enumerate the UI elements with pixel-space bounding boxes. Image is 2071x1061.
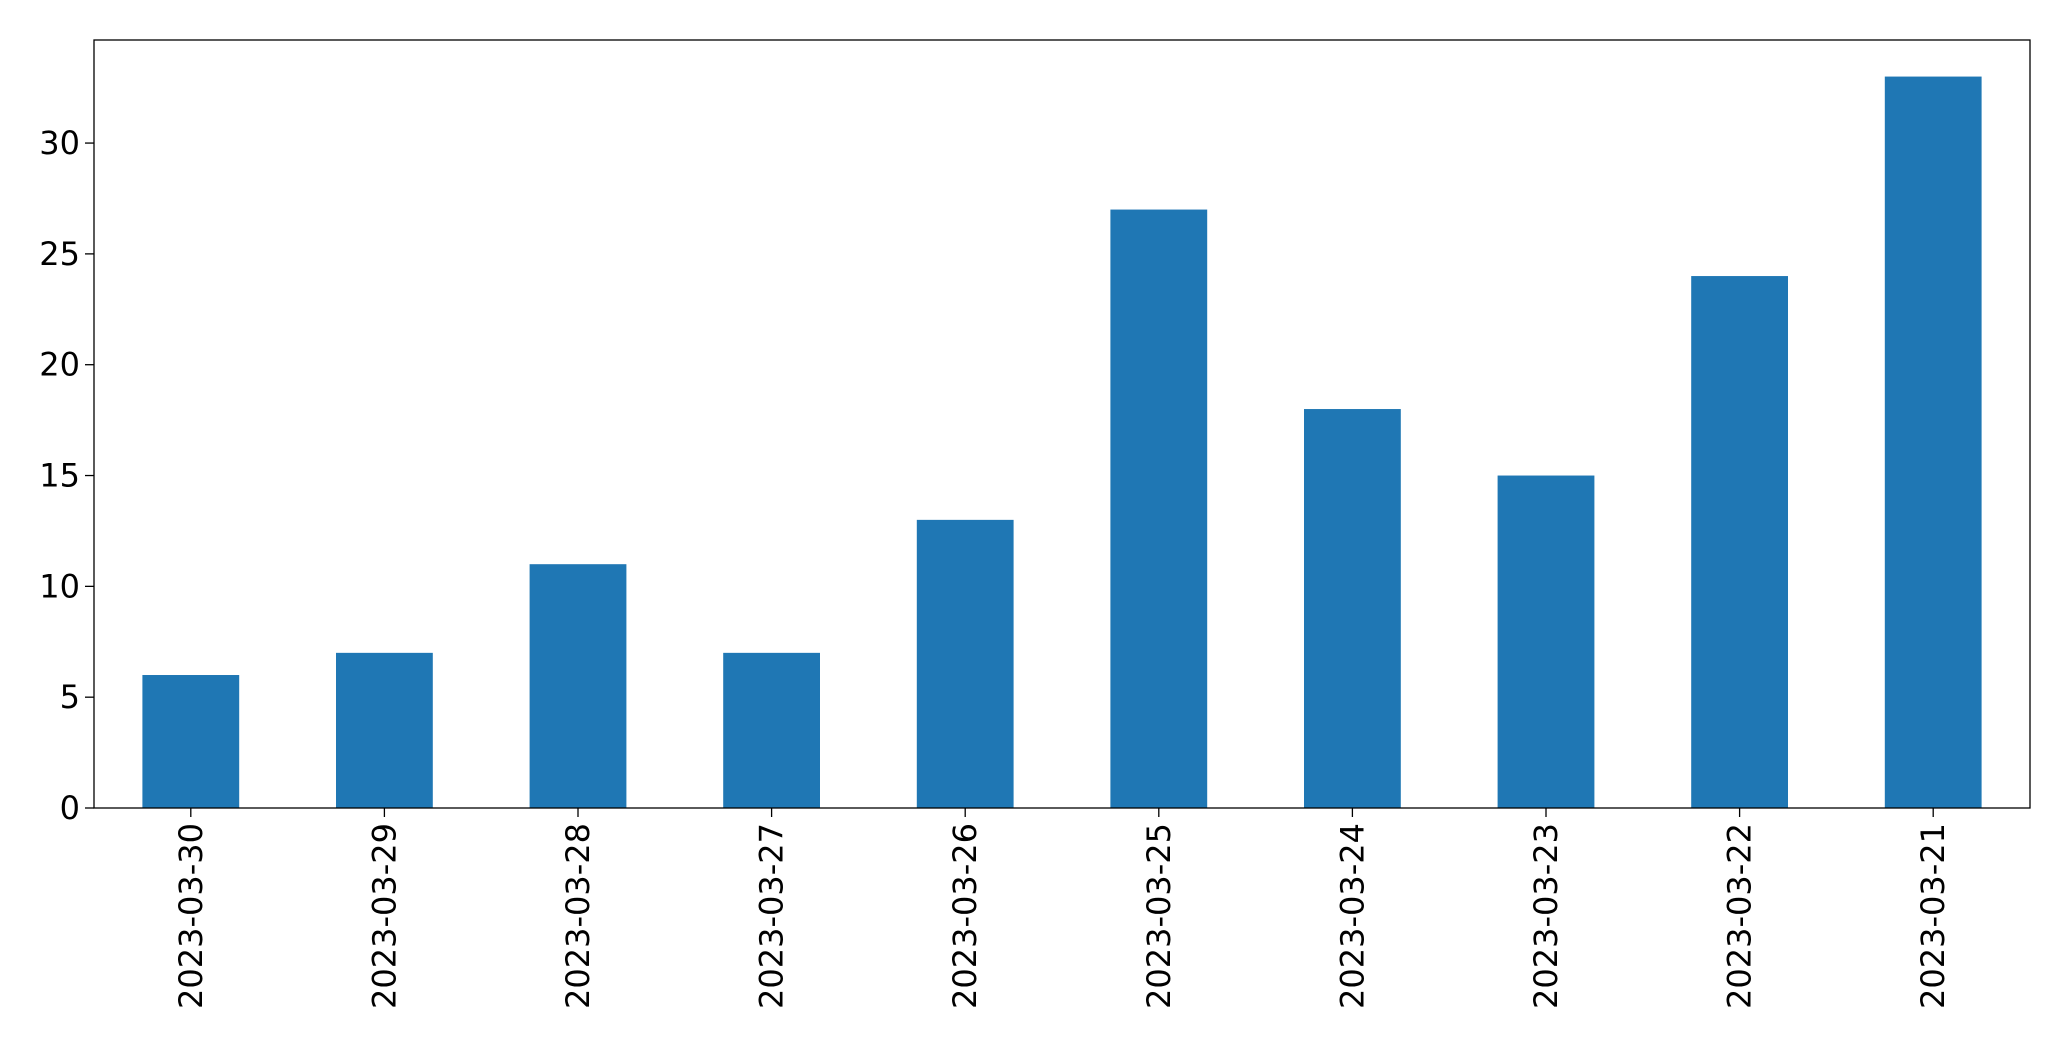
y-tick-label: 10 bbox=[39, 567, 80, 605]
bar bbox=[723, 652, 820, 808]
x-tick-label: 2023-03-27 bbox=[753, 823, 791, 1009]
bar bbox=[1884, 76, 1982, 809]
bar bbox=[916, 519, 1014, 808]
x-tick-label: 2023-03-24 bbox=[1333, 823, 1371, 1009]
x-tick-label: 2023-03-26 bbox=[946, 823, 984, 1009]
x-tick-label: 2023-03-23 bbox=[1527, 823, 1565, 1009]
x-tick-label: 2023-03-29 bbox=[365, 823, 403, 1009]
bar bbox=[1110, 209, 1208, 808]
bar bbox=[142, 675, 240, 808]
y-tick-label: 5 bbox=[60, 678, 80, 716]
bar bbox=[336, 652, 433, 808]
plot-frame bbox=[93, 39, 2031, 809]
bar bbox=[1304, 409, 1401, 808]
bar bbox=[1691, 276, 1788, 808]
bar bbox=[1497, 475, 1595, 808]
y-tick-label: 0 bbox=[60, 789, 80, 827]
x-tick-label: 2023-03-28 bbox=[559, 823, 597, 1009]
x-tick-label: 2023-03-22 bbox=[1721, 823, 1759, 1009]
x-tick-label: 2023-03-21 bbox=[1914, 823, 1952, 1009]
y-tick-label: 25 bbox=[39, 235, 80, 273]
x-tick-label: 2023-03-25 bbox=[1140, 823, 1178, 1009]
x-tick-label: 2023-03-30 bbox=[172, 823, 210, 1009]
bar bbox=[529, 564, 627, 808]
y-tick-label: 15 bbox=[39, 457, 80, 495]
y-tick-label: 30 bbox=[39, 124, 80, 162]
y-tick-label: 20 bbox=[39, 346, 80, 384]
